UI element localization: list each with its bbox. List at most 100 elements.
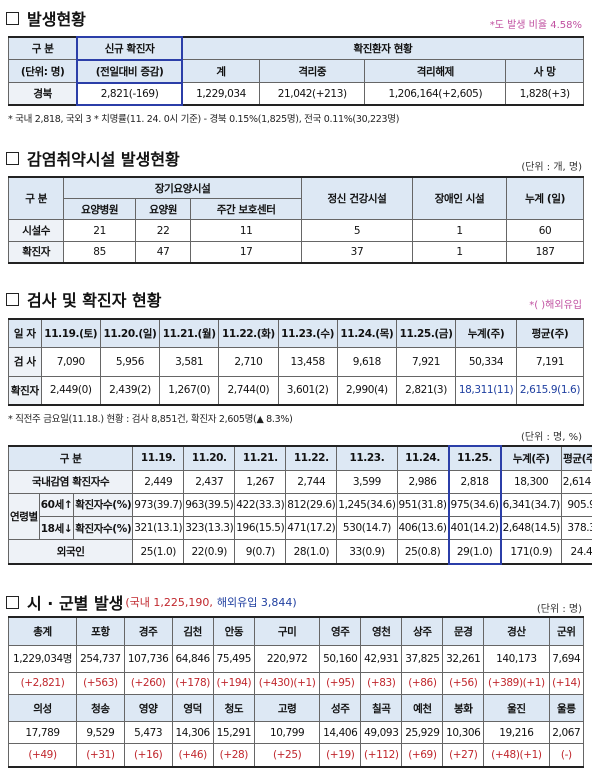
table-cell: 1,245(34.6) [336,492,398,518]
table-row: 일 자 11.19.(토) 11.20.(일) 11.21.(월) 11.22.(화) 1… [8,318,585,349]
table-row: 국내감염 확진자수 2,449 2,437 1,267 2,744 3,599 2,986 2… [7,469,592,494]
table-cell: (+69) [401,743,444,768]
table-cell: (+389)(+1) [483,671,550,696]
table-cell: 1 [411,240,508,264]
table-cell: 1,267(0) [159,375,220,406]
table-cell: 울릉 [548,694,585,723]
table-cell: 구 분 [7,176,65,221]
table-cell: 외국인 [7,539,134,565]
table-cell: 2,744(0) [218,375,279,406]
table-cell: (+95) [319,671,362,696]
table-cell: 973(39.7) [132,492,185,518]
table-cell: 951(31.8) [396,492,450,518]
region-table: 총계 포항 경주 김천 안동 구미 영주 영천 상주 문경 경산 군위 1,229,034명 254,73… [8,616,585,768]
table-cell: 37,825 [401,644,444,673]
table-cell: 경산 [483,616,550,646]
table-cell: 일 자 [8,318,42,349]
table-cell: 2,615.9(1.6) [515,375,585,406]
table-cell: 안동 [212,616,255,646]
table-cell: (+25) [253,743,321,768]
table-cell: 평균(주) [560,445,592,471]
table-cell: 2,614.3 [560,469,592,494]
table-cell: 누계 (일) [506,176,584,221]
table-cell: 성주 [319,694,362,723]
section-title: 검사 및 확진자 현황 [27,291,162,310]
table-cell: 3,601(2) [277,375,338,406]
table-cell: (+194) [212,671,255,696]
table-cell: 60 [506,219,584,242]
abroad-note: 해외유입 3,844) [216,596,297,609]
table-cell: 경주 [123,616,173,646]
table-cell: 2,439(2) [99,375,161,406]
table-cell: 영덕 [171,694,214,723]
table-cell: 11.22. [285,445,338,471]
unit: (단위 : 개, 명) [521,162,582,173]
table-cell: 누계(주) [500,445,562,471]
table-cell: 21 [63,219,136,242]
section-heading: 감염취약시설 발생현황 [6,146,180,170]
table-cell: 11.25.(금) [395,318,457,349]
table-cell: 청도 [212,694,255,723]
table-cell: 확진자 [7,240,65,264]
table-row: 구 분 신규 확진자 확진환자 현황 [8,36,584,61]
table-cell: 140,173 [483,644,550,673]
table-cell: 2,986 [396,469,450,494]
table-cell: 171(0.9) [500,539,562,565]
table-cell: 평균(주) [515,318,585,349]
table-cell: 2,648(14.5) [500,516,562,541]
table-row: 확진자 2,449(0) 2,439(2) 1,267(0) 2,744(0) 3,601… [8,375,585,406]
table-row: 구 분 장기요양시설 정신 건강시설 장애인 시설 누계 (일) [7,176,584,221]
table-cell: (+16) [123,743,173,768]
table-cell: 영천 [360,616,403,646]
table-cell: 5,473 [123,721,173,745]
table-cell: 3,599 [336,469,398,494]
table-cell: 6,341(34.7) [500,492,562,518]
table-cell: 220,972 [253,644,321,673]
table-cell: 47 [134,240,192,264]
table-row: 시설수 21 22 11 5 1 60 [7,219,584,242]
table-cell: 107,736 [123,644,173,673]
table-cell: 22 [134,219,192,242]
unit: (단위 : 명) [536,604,582,615]
table-cell: 5,956 [99,347,161,377]
table-cell: 11.24. [396,445,450,471]
table-cell: (+86) [401,671,444,696]
table-cell: 확진자 [8,375,42,406]
table-cell: 2,821(-169) [76,81,183,107]
section-title: 발생현황 [27,10,86,29]
table-cell: 연령별 [8,492,40,541]
table-row: 구 분 11.19. 11.20. 11.21. 11.22. 11.23. 11.24. 1… [7,444,592,471]
table-cell: 11.19.(토) [40,318,101,349]
section-heading: 발생현황 [6,6,86,30]
table-cell: 1,828(+3) [505,82,584,106]
table-cell: 11.21.(월) [159,318,220,349]
table-cell: 323(13.3) [183,516,236,541]
table-cell: 32,261 [442,644,485,673]
table-cell: 경북 [8,82,78,106]
table-cell: (+112) [360,743,403,768]
table-cell: 격리중 [259,59,366,84]
table-cell: 1,267 [234,469,287,494]
table-cell: 상주 [401,616,444,646]
table-cell: 총계 [8,616,77,646]
table-cell: 37 [301,240,413,264]
test-table: 일 자 11.19.(토) 11.20.(일) 11.21.(월) 11.22.(화) 1… [8,318,585,406]
table-cell: 군위 [548,616,585,646]
table-cell: 계 [181,59,261,84]
section-heading: 검사 및 확진자 현황 [6,287,161,311]
table-cell: 378.3 [560,516,592,541]
table-cell: 구 분 [8,36,78,61]
table-cell: 50,334 [455,347,517,377]
table-cell: 11.20. [183,445,236,471]
table-cell: 확진자수(%) [73,492,134,518]
table-cell: 14,406 [319,721,362,745]
table-cell: 11.23. [336,445,398,471]
table-cell: 13,458 [277,347,338,377]
table-cell: 영주 [319,616,362,646]
table-cell: 봉화 [442,694,485,723]
table-cell: (전일대비 증감) [76,58,183,84]
table-cell: (+178) [171,671,214,696]
table-cell: 2,067 [548,721,585,745]
table-cell: 정신 건강시설 [301,176,413,221]
